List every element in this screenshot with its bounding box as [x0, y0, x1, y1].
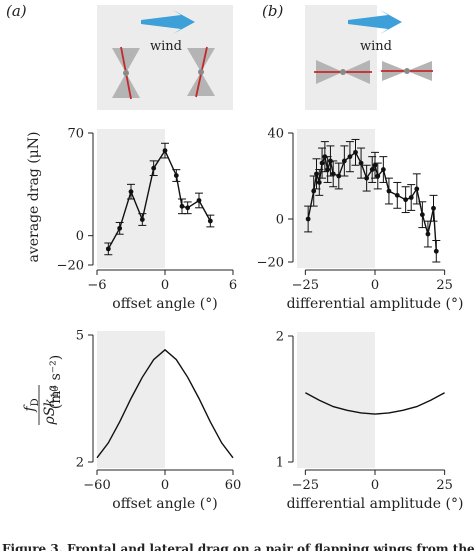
- data-point: [403, 197, 409, 203]
- data-point: [347, 154, 353, 160]
- data-point: [151, 165, 157, 171]
- wing-hinge: [123, 70, 129, 76]
- x-axis-label: differential amplitude (°): [287, 496, 464, 512]
- wing-hinge: [404, 68, 410, 74]
- data-point: [179, 203, 185, 209]
- plot-normalized-drag-offset: −60 0 60 2 5 offset angle (°): [76, 329, 242, 513]
- plot-normalized-drag-differential: −25 0 25 1 2 differential amplitude (°): [276, 330, 464, 513]
- plot-average-drag-differential: −25 0 25 −20 0 40 differential amplitude (°): [257, 127, 464, 313]
- data-point: [196, 198, 202, 203]
- x-tick-label: −25: [292, 278, 319, 293]
- x-tick-label: 25: [436, 478, 453, 493]
- panel-a-label: (a): [6, 2, 27, 20]
- x-tick-label: 0: [161, 278, 169, 293]
- data-point: [173, 173, 179, 178]
- data-point: [433, 248, 439, 254]
- data-point: [431, 205, 436, 211]
- y-tick-label: 2: [276, 330, 284, 345]
- x-axis-label: offset angle (°): [112, 296, 217, 312]
- data-point: [162, 148, 168, 154]
- data-point: [185, 205, 191, 211]
- panel-b-label: (b): [262, 2, 283, 20]
- series-line: [307, 151, 437, 252]
- data-point: [336, 173, 342, 179]
- data-point: [117, 225, 123, 231]
- y-axis-label-normalized-drag: fD ρSk10: [22, 385, 61, 426]
- data-point: [305, 216, 311, 222]
- y-tick-label: −20: [57, 259, 84, 274]
- data-point: [128, 189, 134, 195]
- data-point: [353, 149, 358, 155]
- numerator-symbol: f: [22, 404, 38, 413]
- y-tick-label: −20: [257, 256, 284, 271]
- data-point: [105, 246, 111, 252]
- wing-icon: [112, 73, 140, 98]
- series-line: [305, 392, 445, 415]
- plot-average-drag-offset: −6 0 6 −20 0 70 offset angle (°): [57, 127, 238, 313]
- data-point: [358, 160, 364, 166]
- data-point: [380, 167, 386, 172]
- wind-label-a: wind: [150, 39, 182, 54]
- data-point: [408, 195, 414, 200]
- x-tick-label: 0: [371, 478, 379, 493]
- fraction-denominator: ρSk10: [42, 385, 61, 425]
- schematic-a: wind: [97, 5, 233, 110]
- series-line: [96, 348, 234, 459]
- x-tick-label: 0: [371, 278, 379, 293]
- data-point: [414, 186, 420, 192]
- x-tick-label: −6: [87, 278, 106, 293]
- y-tick-label: 0: [276, 213, 284, 228]
- x-tick-label: 60: [225, 478, 242, 493]
- data-point: [375, 173, 381, 179]
- data-point: [386, 188, 392, 194]
- x-tick-label: 6: [229, 278, 237, 293]
- figure-caption: Figure 3. Frontal and lateral drag on a …: [2, 542, 474, 551]
- y-tick-label: 40: [267, 127, 284, 142]
- data-point: [364, 175, 370, 181]
- data-point: [369, 167, 375, 172]
- data-point: [316, 180, 322, 185]
- y-tick-label: 5: [76, 329, 84, 344]
- y-axis-label-average-drag: average drag (μN): [26, 132, 42, 263]
- schematic-b: wind: [305, 5, 433, 110]
- data-point: [207, 218, 213, 224]
- data-point: [319, 160, 325, 166]
- x-tick-label: −60: [83, 478, 110, 493]
- wing-icon: [112, 48, 140, 73]
- data-point: [425, 231, 431, 237]
- data-point: [419, 212, 425, 218]
- y-tick-label: 2: [76, 456, 84, 471]
- y-axis-units: (m² s⁻²): [48, 355, 64, 409]
- x-axis-label: offset angle (°): [112, 496, 217, 512]
- wing-hinge: [340, 69, 346, 75]
- y-tick-label: 1: [276, 456, 284, 471]
- wing-icon: [187, 48, 215, 72]
- data-point: [341, 158, 347, 164]
- x-axis-label: differential amplitude (°): [287, 296, 464, 312]
- data-point: [394, 192, 400, 198]
- data-point: [314, 171, 319, 177]
- shaded-region: [297, 332, 375, 468]
- shaded-region: [297, 129, 375, 268]
- wind-label-b: wind: [360, 39, 392, 54]
- data-point: [330, 171, 336, 177]
- x-tick-label: −25: [292, 478, 319, 493]
- wing-icon: [187, 72, 215, 96]
- data-point: [311, 188, 317, 194]
- denominator-symbol: ρSk: [42, 398, 58, 425]
- data-point: [372, 162, 378, 168]
- x-tick-label: 0: [161, 478, 169, 493]
- wind-arrow-icon: [141, 10, 195, 34]
- numerator-subscript: D: [30, 398, 41, 406]
- fraction-numerator: fD: [22, 398, 41, 412]
- x-tick-label: 25: [436, 278, 453, 293]
- y-tick-label: 0: [76, 229, 84, 244]
- wind-arrow-icon: [348, 10, 402, 34]
- y-tick-label: 70: [67, 127, 84, 142]
- wing-hinge: [198, 69, 204, 75]
- denominator-subscript: 10: [50, 385, 61, 398]
- data-point: [139, 217, 145, 222]
- data-point: [325, 167, 331, 172]
